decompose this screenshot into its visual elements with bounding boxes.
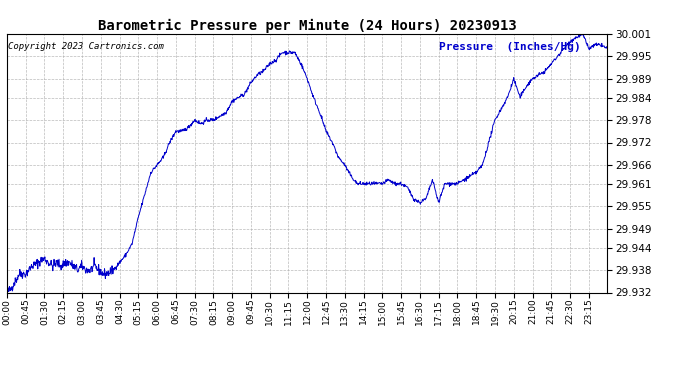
Title: Barometric Pressure per Minute (24 Hours) 20230913: Barometric Pressure per Minute (24 Hours… (98, 18, 516, 33)
Text: Copyright 2023 Cartronics.com: Copyright 2023 Cartronics.com (8, 42, 164, 51)
Text: Pressure  (Inches/Hg): Pressure (Inches/Hg) (439, 42, 581, 51)
